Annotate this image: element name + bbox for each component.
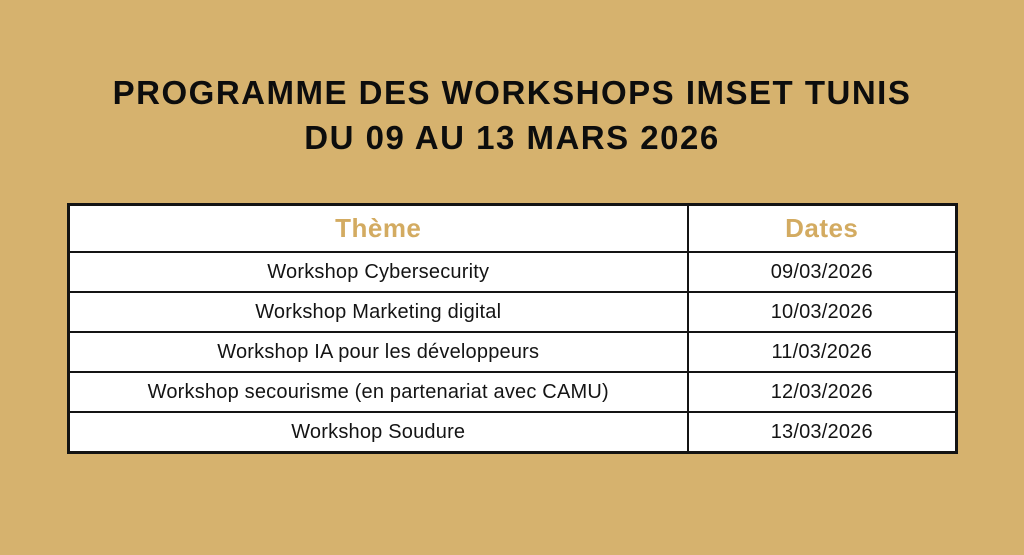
page-title: PROGRAMME DES WORKSHOPS IMSET TUNIS DU 0… [0, 70, 1024, 160]
theme-cell: Workshop Soudure [67, 411, 689, 454]
table-row: Workshop secourisme (en partenariat avec… [67, 371, 958, 413]
table-row: Workshop Cybersecurity 09/03/2026 [67, 251, 958, 293]
table-row: Workshop Marketing digital 10/03/2026 [67, 291, 958, 333]
date-cell: 10/03/2026 [686, 291, 958, 333]
table-header-row: Thème Dates [67, 203, 958, 253]
date-cell: 13/03/2026 [686, 411, 958, 454]
theme-cell: Workshop Marketing digital [67, 291, 689, 333]
table-row: Workshop IA pour les développeurs 11/03/… [67, 331, 958, 373]
table-row: Workshop Soudure 13/03/2026 [67, 411, 958, 454]
theme-cell: Workshop Cybersecurity [67, 251, 689, 293]
date-cell: 12/03/2026 [686, 371, 958, 413]
program-table: Thème Dates Workshop Cybersecurity 09/03… [67, 203, 958, 454]
date-cell: 11/03/2026 [686, 331, 958, 373]
column-header-dates: Dates [686, 203, 958, 253]
column-header-theme: Thème [67, 203, 689, 253]
theme-cell: Workshop secourisme (en partenariat avec… [67, 371, 689, 413]
page-title-line2: DU 09 AU 13 MARS 2026 [304, 119, 720, 156]
theme-cell: Workshop IA pour les développeurs [67, 331, 689, 373]
page-title-line1: PROGRAMME DES WORKSHOPS IMSET TUNIS [112, 74, 912, 111]
date-cell: 09/03/2026 [686, 251, 958, 293]
